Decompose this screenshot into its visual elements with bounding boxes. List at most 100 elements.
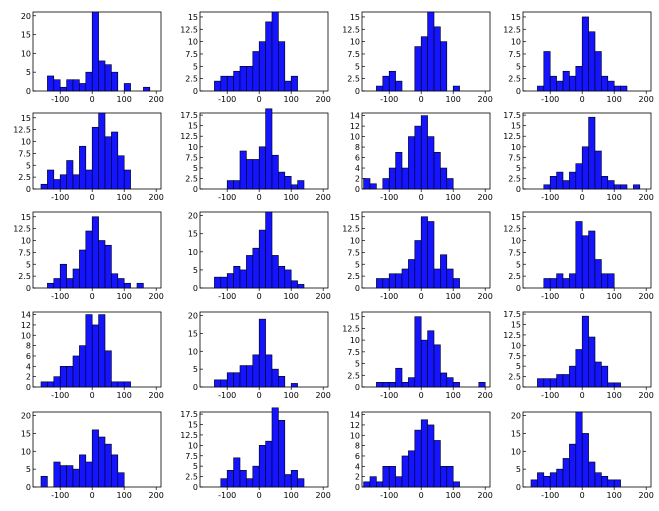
x-tick-label: 200 <box>316 95 331 104</box>
y-tick-label: 15 <box>511 13 521 22</box>
y-tick-label: 5 <box>516 62 521 71</box>
histogram-bar <box>226 273 234 289</box>
histogram-bar <box>79 345 87 388</box>
histogram-bar <box>111 454 119 488</box>
histogram-bar <box>395 273 403 289</box>
histogram-bar <box>569 365 577 388</box>
y-tick-label: 0 <box>355 87 360 96</box>
histogram-bar <box>620 85 628 92</box>
y-tick-label: 7.5 <box>508 50 521 59</box>
histogram-bar <box>594 51 602 92</box>
histogram-bar <box>265 440 273 488</box>
x-tick-label: 0 <box>90 391 95 400</box>
histogram-bar <box>59 366 67 388</box>
histogram-bar <box>543 51 551 92</box>
y-tick-label: 5 <box>355 260 360 269</box>
histogram-bar <box>537 85 545 92</box>
y-tick-label: 10 <box>188 38 198 47</box>
histogram-panel: 0 2.55 7.510 12.515 17.5 -100 0 100 200 <box>180 108 331 202</box>
y-tick-label: 15 <box>350 213 360 222</box>
y-tick-label: 20 <box>188 212 198 221</box>
histogram-bar <box>408 259 416 289</box>
histogram-panel: 0 2.5 5 7.5 10 12.5 15 -100 0 100 200 <box>13 211 164 301</box>
histogram-bar <box>47 381 55 388</box>
y-tick-label: 0 <box>516 383 521 392</box>
y-tick-label: 15 <box>188 13 198 22</box>
histogram-bar <box>53 179 61 190</box>
histogram-bar <box>226 470 234 488</box>
x-tick-label: 100 <box>446 491 461 500</box>
histogram-bar <box>47 282 55 289</box>
histogram-bar <box>433 344 441 388</box>
histogram-panel: 0 5 10 15 20 -100 0 100 200 <box>188 312 331 400</box>
histogram-bar <box>543 184 551 190</box>
histogram-bar <box>79 83 87 92</box>
y-tick-label: 12 <box>350 122 360 131</box>
histogram-bar <box>446 466 454 488</box>
histogram-bar <box>440 466 448 488</box>
y-tick-label: 10 <box>511 38 521 47</box>
x-tick-label: 0 <box>90 491 95 500</box>
histogram-bar <box>420 115 428 190</box>
histogram-bar <box>440 167 448 190</box>
histogram-bar <box>53 461 61 488</box>
histogram-bar <box>562 278 570 289</box>
histogram-bar <box>408 136 416 190</box>
x-tick-label: -100 <box>380 292 398 301</box>
histogram-bar <box>72 79 80 92</box>
y-tick-label: 10 <box>21 447 31 456</box>
histogram-bar <box>440 41 448 92</box>
x-tick-label: 0 <box>257 491 262 500</box>
histogram-bar <box>278 420 286 488</box>
x-tick-label: 0 <box>257 292 262 301</box>
histogram-bar <box>290 470 298 488</box>
x-tick-label: -100 <box>541 391 559 400</box>
y-tick-label: 15 <box>350 13 360 22</box>
histogram-bar <box>66 465 74 488</box>
histogram-bar <box>607 479 615 488</box>
y-tick-label: 10 <box>350 237 360 246</box>
y-tick-label: 15 <box>21 213 31 222</box>
histogram-bar <box>220 75 228 92</box>
y-tick-label: 7.5 <box>18 248 31 257</box>
x-tick-label: 0 <box>419 95 424 104</box>
y-tick-label: 0 <box>193 383 198 392</box>
histogram-bar <box>562 374 570 388</box>
histogram-bar <box>123 381 131 388</box>
x-tick-label: 0 <box>580 491 585 500</box>
histogram-bar <box>607 382 615 388</box>
histogram-bar <box>588 461 596 488</box>
y-tick-label: 15 <box>350 313 360 322</box>
histogram-panel: 0 2.5 5 7.5 10 12.5 15 -100 0 100 200 <box>342 311 493 400</box>
histogram-bar <box>40 381 48 388</box>
x-tick-label: 100 <box>284 193 299 202</box>
x-tick-label: -100 <box>218 292 236 301</box>
histogram-bar <box>117 381 125 388</box>
histogram-bar <box>104 136 112 190</box>
histogram-bar <box>278 41 286 92</box>
y-tick-label: 15 <box>188 230 198 239</box>
x-tick-label: 100 <box>284 491 299 500</box>
y-tick-label: 7.5 <box>347 348 360 357</box>
x-tick-label: -100 <box>380 491 398 500</box>
x-tick-label: 200 <box>478 391 493 400</box>
histogram-bar <box>98 112 106 190</box>
histogram-bar <box>47 75 55 92</box>
y-tick-label: 0 <box>355 383 360 392</box>
y-tick-label: 7.5 <box>347 248 360 257</box>
y-tick-label: 2.5 <box>18 272 31 281</box>
histogram-bar <box>265 354 273 388</box>
histogram-bar <box>363 481 371 488</box>
y-tick-label: 15 <box>511 213 521 222</box>
x-tick-label: 100 <box>446 95 461 104</box>
histogram-bar <box>284 80 292 92</box>
y-tick-label: 0 <box>355 284 360 293</box>
histogram-bar <box>433 152 441 190</box>
y-tick-label: 8 <box>26 342 31 351</box>
y-tick-label: 5 <box>193 164 198 173</box>
y-tick-label: 20 <box>21 412 31 421</box>
histogram-bar <box>369 183 377 190</box>
histogram-bar <box>401 382 409 388</box>
y-tick-label: 12.5 <box>342 25 360 34</box>
